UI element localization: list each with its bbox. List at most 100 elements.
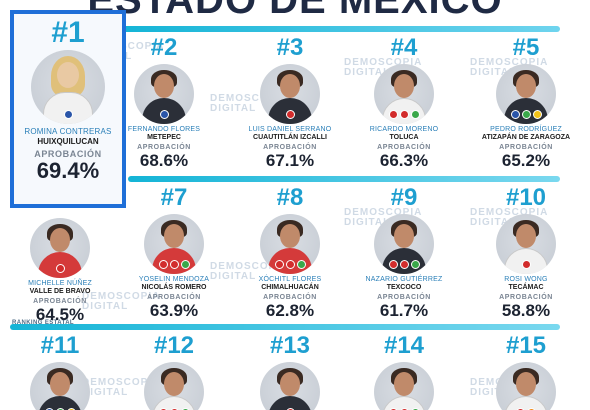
rank-number: #4 [390, 34, 418, 61]
rank-number: #5 [512, 34, 540, 61]
party-logos [506, 408, 546, 410]
rank-number: #1 [51, 16, 85, 49]
mayor-name: MICHELLE NÚÑEZ [28, 280, 92, 287]
mayor-photo [260, 64, 320, 124]
municipality: TOLUCA [389, 134, 419, 141]
rank-number: #10 [505, 184, 547, 211]
mayor-photo [30, 218, 90, 278]
approval-value: 68.6% [139, 151, 189, 170]
mayor-card-rank-6: #6 MICHELLE NÚÑEZ VALLE DE BRAVO APROBAC… [8, 190, 112, 324]
mayor-name: FERNANDO FLORES [127, 126, 201, 133]
party-logos [154, 408, 194, 410]
approval-value: 58.8% [501, 301, 551, 320]
rank-number: #15 [505, 332, 547, 359]
mayor-card-rank-14: #14 [352, 334, 456, 410]
mayor-card-rank-4: #4 RICARDO MORENO TOLUCA APROBACIÓN 66.3… [352, 36, 456, 170]
mayor-card-rank-13: #13 [238, 334, 342, 410]
approval-value: 65.2% [501, 151, 551, 170]
mayor-name: ROSI WONG [504, 276, 548, 283]
municipality: HUIXQUILUCAN [37, 137, 99, 146]
mayor-photo [144, 214, 204, 274]
party-logos [506, 110, 546, 120]
row-divider [128, 176, 560, 182]
mayor-name: YOSELIN MENDOZA [138, 276, 210, 283]
party-logos [506, 260, 546, 270]
header-divider [120, 26, 560, 32]
approval-label: APROBACIÓN [377, 294, 431, 301]
approval-value: 69.4% [36, 158, 100, 183]
mayor-card-rank-11: #11 [8, 334, 112, 410]
approval-label: APROBACIÓN [33, 298, 87, 305]
page-title: ESTADO DE MÉXICO [87, 0, 503, 22]
featured-card-rank-1: #1 ROMINA CONTRERAS HUIXQUILUCAN APROBAC… [10, 10, 126, 208]
party-logos [384, 110, 424, 120]
mayor-photo [374, 362, 434, 410]
municipality: CHIMALHUACÁN [261, 284, 319, 291]
party-logos [48, 110, 88, 120]
mayor-card-rank-12: #12 [122, 334, 226, 410]
mayor-name: PEDRO RODRÍGUEZ [490, 126, 562, 133]
approval-label: APROBACIÓN [137, 144, 191, 151]
mayor-card-rank-5: #5 PEDRO RODRÍGUEZ ATIZAPÁN DE ZARAGOZA … [474, 36, 578, 170]
approval-label: APROBACIÓN [34, 149, 102, 159]
municipality: CUAUTITLÁN IZCALLI [253, 134, 327, 141]
approval-value: 66.3% [379, 151, 429, 170]
municipality: METEPEC [147, 134, 181, 141]
row-divider [10, 324, 560, 330]
mayor-photo [134, 64, 194, 124]
mayor-name: RICARDO MORENO [369, 126, 439, 133]
party-logos [270, 408, 310, 410]
approval-label: APROBACIÓN [499, 294, 553, 301]
party-logos [384, 408, 424, 410]
party-logos [40, 264, 80, 274]
approval-label: APROBACIÓN [263, 294, 317, 301]
rank-number: #7 [160, 184, 188, 211]
mayor-photo [30, 362, 90, 410]
mayor-name: LUIS DANIEL SERRANO [248, 126, 332, 133]
mayor-card-rank-8: #8 XÓCHITL FLORES CHIMALHUACÁN APROBACIÓ… [238, 186, 342, 320]
rank-number: #11 [40, 332, 80, 359]
party-logos [40, 408, 80, 410]
approval-label: APROBACIÓN [147, 294, 201, 301]
rank-number: #9 [390, 184, 418, 211]
rank-number: #13 [269, 332, 311, 359]
mayor-card-rank-3: #3 LUIS DANIEL SERRANO CUAUTITLÁN IZCALL… [238, 36, 342, 170]
municipality: NICOLÁS ROMERO [141, 284, 207, 291]
mayor-photo [374, 64, 434, 124]
rank-number: #3 [276, 34, 304, 61]
rank-number: #14 [383, 332, 425, 359]
approval-value: 62.8% [265, 301, 315, 320]
rank-number: #2 [150, 34, 178, 61]
ranking-label: RANKING ESTATAL [12, 320, 74, 326]
approval-label: APROBACIÓN [377, 144, 431, 151]
mayor-name: ROMINA CONTRERAS [24, 127, 112, 136]
mayor-photo [31, 50, 105, 124]
rank-number: #12 [153, 332, 195, 359]
mayor-card-rank-9: #9 NAZARIO GUTIÉRREZ TEXCOCO APROBACIÓN … [352, 186, 456, 320]
rank-number: #8 [276, 184, 304, 211]
mayor-card-rank-15: #15 [474, 334, 578, 410]
mayor-card-rank-10: #10 ROSI WONG TECÁMAC APROBACIÓN 58.8% [474, 186, 578, 320]
mayor-card-rank-7: #7 YOSELIN MENDOZA NICOLÁS ROMERO APROBA… [122, 186, 226, 320]
municipality: ATIZAPÁN DE ZARAGOZA [481, 134, 571, 141]
party-logos [270, 110, 310, 120]
municipality: TECÁMAC [508, 284, 544, 291]
municipality: VALLE DE BRAVO [29, 288, 91, 295]
municipality: TEXCOCO [386, 284, 422, 291]
approval-value: 67.1% [265, 151, 315, 170]
party-logos [144, 110, 184, 120]
mayor-card-rank-2: #2 FERNANDO FLORES METEPEC APROBACIÓN 68… [112, 36, 216, 170]
mayor-name: XÓCHITL FLORES [258, 276, 322, 283]
mayor-photo [496, 214, 556, 274]
approval-value: 61.7% [379, 301, 429, 320]
mayor-photo [260, 214, 320, 274]
party-logos [154, 260, 194, 270]
approval-value: 64.5% [35, 305, 85, 324]
party-logos [384, 260, 424, 270]
mayor-photo [496, 362, 556, 410]
approval-value: 63.9% [149, 301, 199, 320]
approval-label: APROBACIÓN [263, 144, 317, 151]
mayor-name: NAZARIO GUTIÉRREZ [365, 276, 443, 283]
mayor-photo [260, 362, 320, 410]
mayor-photo [374, 214, 434, 274]
